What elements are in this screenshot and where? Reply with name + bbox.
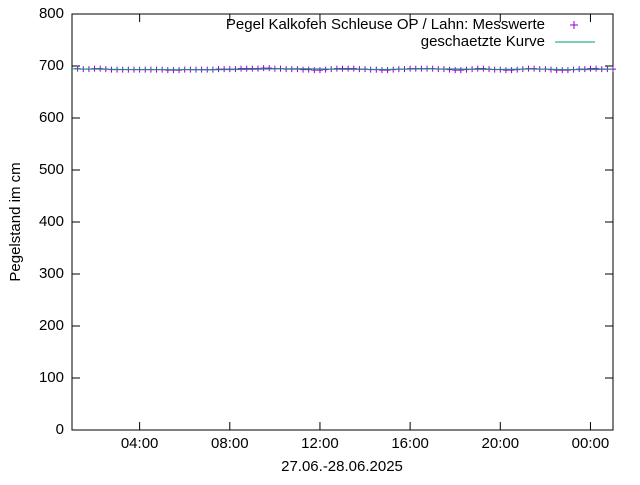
y-tick-label: 600 (39, 109, 64, 126)
data-point (164, 67, 171, 74)
data-point (350, 65, 357, 72)
data-point (474, 65, 481, 72)
x-tick-label: 04:00 (121, 435, 159, 452)
data-point (452, 67, 459, 74)
y-tick-label: 0 (56, 421, 64, 438)
data-point (345, 65, 352, 72)
data-point (531, 65, 538, 72)
data-point (339, 65, 346, 72)
x-axis-label: 27.06.-28.06.2025 (281, 458, 403, 475)
data-point (243, 65, 250, 72)
data-point (238, 65, 245, 72)
data-point (446, 66, 453, 73)
legend-label: Pegel Kalkofen Schleuse OP / Lahn: Messw… (226, 16, 545, 33)
y-tick-label: 300 (39, 265, 64, 282)
data-point (480, 65, 487, 72)
data-point (266, 65, 273, 72)
x-tick-label: 12:00 (301, 435, 339, 452)
legend-label: geschaetzte Kurve (421, 33, 545, 50)
y-axis-label: Pegelstand im cm (7, 162, 24, 281)
data-point (254, 65, 261, 72)
data-point (333, 65, 340, 72)
data-point (322, 66, 329, 73)
plot-border (71, 13, 614, 431)
data-point (553, 67, 560, 74)
data-point (215, 66, 222, 73)
data-point (508, 67, 515, 74)
y-tick-label: 200 (39, 317, 64, 334)
data-point (300, 66, 307, 73)
y-tick-label: 800 (39, 5, 64, 22)
data-point (311, 67, 318, 74)
data-point (97, 65, 104, 72)
data-point (260, 65, 267, 72)
fit-line (71, 68, 614, 71)
data-point (581, 66, 588, 73)
data-point (249, 65, 256, 72)
data-point (576, 66, 583, 73)
data-point (559, 67, 566, 74)
legend-marker (570, 21, 578, 29)
y-tick-label: 400 (39, 213, 64, 230)
data-point (502, 67, 509, 74)
data-point (316, 67, 323, 74)
x-tick-label: 20:00 (482, 435, 520, 452)
data-point (593, 65, 600, 72)
data-point (384, 67, 391, 74)
data-point (176, 67, 183, 74)
y-tick-label: 500 (39, 161, 64, 178)
data-point (525, 65, 532, 72)
data-point (457, 67, 464, 74)
data-point (170, 67, 177, 74)
data-point (587, 65, 594, 72)
y-tick-label: 700 (39, 57, 64, 74)
data-point (378, 67, 385, 74)
data-point (305, 66, 312, 73)
data-point (221, 66, 228, 73)
x-tick-label: 16:00 (391, 435, 429, 452)
data-point (564, 67, 571, 74)
x-tick-label: 08:00 (211, 435, 249, 452)
y-tick-label: 100 (39, 369, 64, 386)
x-tick-label: 00:00 (572, 435, 610, 452)
